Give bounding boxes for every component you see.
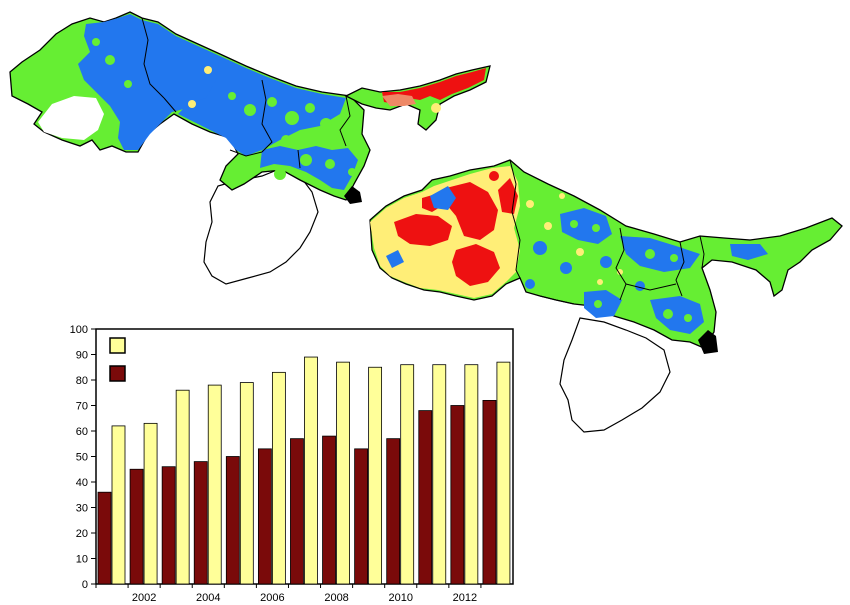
- bar-series1-2005: [225, 456, 240, 585]
- top-map-borders: [141, 17, 351, 169]
- bar-series1-2010: [386, 438, 401, 585]
- bar-series2-2003: [175, 389, 190, 585]
- top-map-salmon-region: [382, 94, 416, 106]
- x-tick-label: 2010: [388, 592, 412, 604]
- bar-series1-2003: [161, 466, 176, 585]
- bar-series2-2006: [271, 371, 286, 585]
- bar-series1-2012: [450, 405, 465, 585]
- y-tick-label: 0: [82, 579, 88, 591]
- y-tick-label: 20: [76, 528, 88, 540]
- chart-bars: [97, 356, 511, 585]
- bar-series2-2005: [239, 382, 254, 585]
- x-tick-label: 2006: [260, 592, 284, 604]
- bar-series2-2012: [464, 364, 479, 585]
- bar-series1-2004: [193, 461, 208, 585]
- bar-series2-2001: [111, 425, 126, 585]
- bottom-map: [369, 159, 843, 433]
- x-axis: 2002 2004 2006 2008 2010 2012: [95, 584, 482, 604]
- top-map-red-region: [382, 68, 486, 104]
- bar-series2-2010: [400, 364, 415, 585]
- x-tick-label: 2002: [132, 592, 156, 604]
- x-tick-label: 2012: [453, 592, 477, 604]
- bottom-map-black-tip: [698, 330, 718, 354]
- bar-series1-2001: [97, 491, 112, 585]
- bar-series2-2004: [207, 384, 222, 585]
- y-axis: 0 10 20 30 40 50 60 70 80 90 100: [70, 324, 96, 591]
- top-map-black-tip: [344, 186, 362, 204]
- y-tick-label: 30: [76, 503, 88, 515]
- y-tick-label: 60: [76, 426, 88, 438]
- y-tick-label: 100: [70, 324, 88, 336]
- bar-series1-2007: [290, 438, 304, 585]
- bar-series1-2006: [257, 448, 272, 585]
- x-tick-label: 2004: [196, 592, 220, 604]
- bottom-map-borders: [509, 159, 705, 305]
- top-map-blue-region-east: [260, 146, 358, 190]
- bottom-map-green-speckles: [570, 220, 692, 322]
- bottom-map-blue-patches: [386, 186, 768, 334]
- top-map-west-white-hole: [38, 96, 104, 140]
- y-tick-label: 90: [76, 350, 88, 362]
- top-map-yellow-patch-3: [204, 66, 212, 74]
- bar-series1-2013: [482, 399, 497, 585]
- x-tick-label: 2008: [324, 592, 348, 604]
- bar-series2-2011: [432, 364, 447, 585]
- y-tick-label: 70: [76, 401, 88, 413]
- y-tick-label: 80: [76, 375, 88, 387]
- top-map-blue-region-west: [78, 14, 222, 150]
- top-map-green-speckles: [92, 38, 356, 180]
- legend-swatch-series1: [109, 365, 126, 382]
- top-map-yellow-patch-2: [188, 100, 196, 108]
- bar-series1-2002: [129, 468, 144, 585]
- bar-series1-2009: [354, 448, 369, 585]
- bar-series2-2002: [143, 422, 158, 585]
- y-tick-label: 40: [76, 477, 88, 489]
- bar-series1-2008: [322, 435, 336, 585]
- top-map-blue-region-central: [178, 56, 346, 156]
- bar-series1-2011: [418, 410, 433, 585]
- bar-series2-2007: [304, 356, 318, 585]
- bottom-map-yellow-speckles: [526, 193, 623, 285]
- bar-series2-2008: [336, 361, 350, 585]
- bottom-map-nodata-region: [559, 317, 671, 433]
- top-map-yellow-patch: [431, 103, 441, 113]
- top-map: [9, 11, 491, 285]
- bar-series2-2013: [496, 361, 511, 585]
- bar-series2-2009: [368, 366, 383, 585]
- top-map-nodata-region: [203, 167, 319, 285]
- y-tick-label: 50: [76, 452, 88, 464]
- bottom-map-red-patches: [394, 171, 518, 286]
- chart-legend: [109, 337, 126, 382]
- y-tick-label: 10: [76, 554, 88, 566]
- legend-swatch-series2: [109, 337, 126, 354]
